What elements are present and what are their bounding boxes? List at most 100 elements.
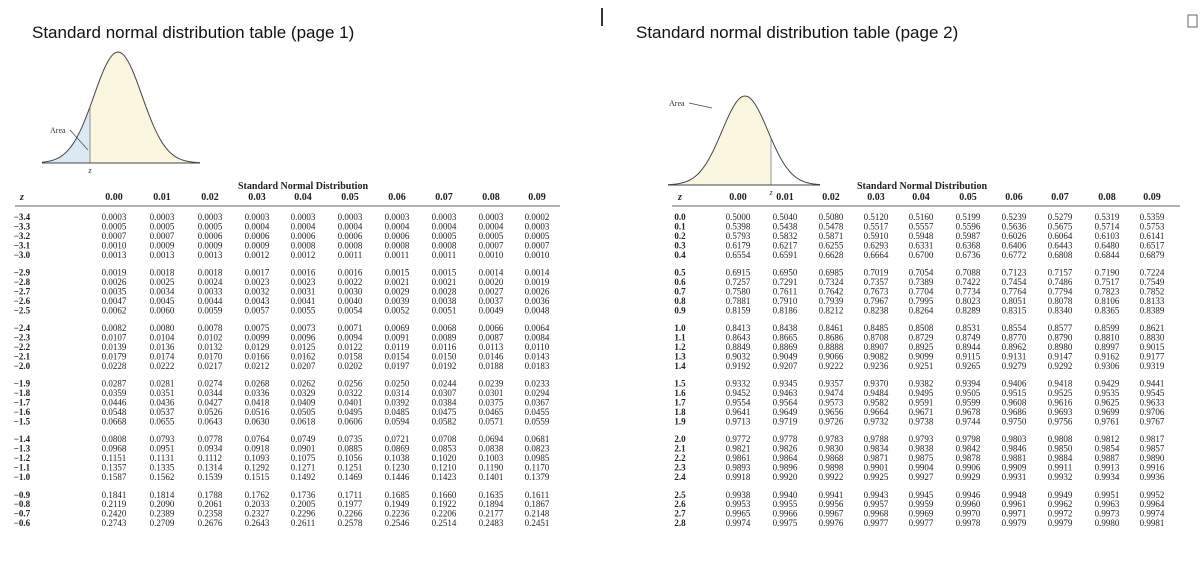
z-value: −1.9 <box>14 379 31 389</box>
probability-cell: 0.7224 <box>1140 268 1165 278</box>
probability-cell: 0.0023 <box>291 277 316 287</box>
bell-curve <box>41 51 201 164</box>
probability-cell: 0.0968 <box>102 444 127 454</box>
column-header: 0.03 <box>867 192 885 203</box>
probability-cell: 0.2709 <box>150 518 175 528</box>
probability-cell: 0.0122 <box>338 342 363 352</box>
probability-cell: 0.0307 <box>432 388 457 398</box>
probability-cell: 0.0052 <box>385 305 410 315</box>
probability-cell: 0.9812 <box>1095 434 1120 444</box>
probability-cell: 0.0080 <box>150 323 175 333</box>
probability-cell: 0.8212 <box>819 305 844 315</box>
probability-cell: 0.0094 <box>338 333 363 343</box>
probability-cell: 0.7157 <box>1048 268 1073 278</box>
z-value: −1.2 <box>14 453 31 463</box>
z-value: 1.1 <box>674 333 686 343</box>
probability-cell: 0.0013 <box>102 250 127 260</box>
probability-cell: 0.0015 <box>385 268 410 278</box>
probability-cell: 0.8790 <box>1048 333 1073 343</box>
probability-cell: 0.9495 <box>909 388 934 398</box>
area-shade <box>42 106 90 163</box>
probability-cell: 0.9222 <box>819 361 844 371</box>
probability-cell: 0.6443 <box>1048 240 1073 250</box>
probability-cell: 0.9920 <box>773 472 798 482</box>
probability-cell: 0.8389 <box>1140 305 1165 315</box>
probability-cell: 0.9678 <box>956 407 981 417</box>
probability-cell: 0.0548 <box>102 407 127 417</box>
z-value: −1.0 <box>14 472 31 482</box>
probability-cell: 0.6026 <box>1002 231 1027 241</box>
probability-cell: 0.9573 <box>819 398 844 408</box>
probability-cell: 0.0287 <box>102 379 127 389</box>
probability-cell: 0.9973 <box>1095 509 1120 519</box>
probability-cell: 0.0359 <box>102 388 127 398</box>
probability-cell: 0.0011 <box>432 250 456 260</box>
z-value: 2.1 <box>674 444 686 454</box>
probability-cell: 0.9821 <box>726 444 751 454</box>
probability-cell: 0.0107 <box>102 333 127 343</box>
probability-cell: 0.9857 <box>1140 444 1165 454</box>
probability-cell: 0.9319 <box>1140 361 1165 371</box>
probability-cell: 0.9693 <box>1048 407 1073 417</box>
column-header: 0.04 <box>294 192 312 203</box>
probability-cell: 0.6331 <box>909 240 934 250</box>
probability-cell: 0.0032 <box>245 286 270 296</box>
probability-cell: 0.0005 <box>479 231 504 241</box>
probability-cell: 0.0025 <box>150 277 175 287</box>
z-value: −3.2 <box>14 231 31 241</box>
probability-cell: 0.9817 <box>1140 434 1165 444</box>
probability-cell: 0.0202 <box>338 361 363 371</box>
probability-cell: 0.9951 <box>1095 490 1120 500</box>
probability-cell: 0.5319 <box>1095 212 1120 222</box>
probability-cell: 0.9871 <box>864 453 889 463</box>
probability-cell: 0.9808 <box>1048 434 1073 444</box>
probability-cell: 0.5987 <box>956 231 981 241</box>
z-value: 2.0 <box>674 434 686 444</box>
probability-cell: 0.9772 <box>726 434 751 444</box>
probability-cell: 0.0446 <box>102 398 127 408</box>
probability-cell: 0.1020 <box>432 453 457 463</box>
probability-cell: 0.9922 <box>819 472 844 482</box>
probability-cell: 0.9969 <box>909 509 934 519</box>
probability-cell: 0.1736 <box>291 490 316 500</box>
probability-cell: 0.2005 <box>291 499 316 509</box>
probability-cell: 0.1401 <box>479 472 504 482</box>
probability-cell: 0.9406 <box>1002 379 1027 389</box>
probability-cell: 0.9975 <box>773 518 798 528</box>
probability-cell: 0.0838 <box>479 444 504 454</box>
probability-cell: 0.7611 <box>773 286 797 296</box>
probability-cell: 0.8686 <box>819 333 844 343</box>
probability-cell: 0.0096 <box>291 333 316 343</box>
probability-cell: 0.8869 <box>773 342 798 352</box>
probability-cell: 0.0559 <box>525 416 550 426</box>
probability-cell: 0.7704 <box>909 286 934 296</box>
probability-cell: 0.9699 <box>1095 407 1120 417</box>
probability-cell: 0.8106 <box>1095 296 1120 306</box>
probability-cell: 0.1922 <box>432 499 457 509</box>
probability-cell: 0.9279 <box>1002 361 1027 371</box>
probability-cell: 0.0655 <box>150 416 175 426</box>
probability-cell: 0.9981 <box>1140 518 1165 528</box>
column-header: 0.00 <box>105 192 123 203</box>
probability-cell: 0.7580 <box>726 286 751 296</box>
probability-cell: 0.1314 <box>198 463 223 473</box>
z-value: 1.3 <box>674 351 686 361</box>
probability-cell: 0.8925 <box>909 342 934 352</box>
probability-cell: 0.0016 <box>291 268 316 278</box>
probability-cell: 0.9927 <box>909 472 934 482</box>
probability-cell: 0.0015 <box>432 268 457 278</box>
z-value: −2.9 <box>14 268 31 278</box>
probability-cell: 0.9904 <box>909 463 934 473</box>
probability-cell: 0.1335 <box>150 463 175 473</box>
probability-cell: 0.0179 <box>102 351 127 361</box>
z-value: −3.3 <box>14 221 31 231</box>
probability-cell: 0.9842 <box>956 444 981 454</box>
probability-cell: 0.9913 <box>1095 463 1120 473</box>
probability-cell: 0.9582 <box>864 398 889 408</box>
probability-cell: 0.7794 <box>1048 286 1073 296</box>
probability-cell: 0.9484 <box>864 388 889 398</box>
probability-cell: 0.9744 <box>956 416 981 426</box>
probability-cell: 0.9767 <box>1140 416 1165 426</box>
probability-cell: 0.0012 <box>291 250 316 260</box>
